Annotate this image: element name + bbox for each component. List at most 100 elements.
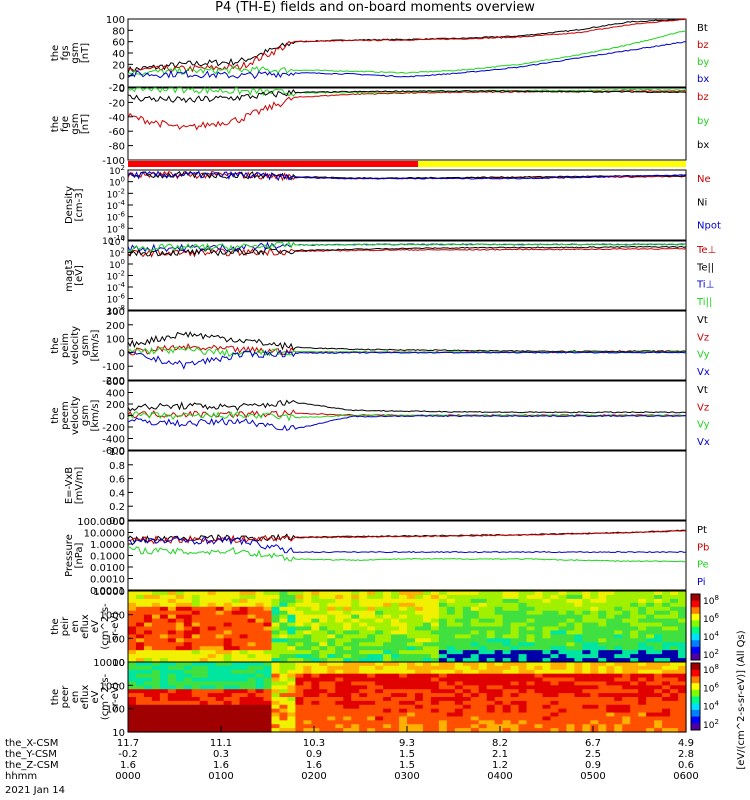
heatmap-cell — [438, 728, 448, 733]
heatmap-cell — [582, 720, 591, 725]
heatmap-cell — [231, 598, 241, 604]
heatmap-cell — [271, 606, 281, 612]
heatmap-cell — [255, 704, 265, 710]
heatmap-cell — [159, 598, 169, 604]
heatmap-cell — [143, 700, 153, 706]
heatmap-cell — [550, 712, 560, 718]
heatmap-cell — [542, 677, 552, 683]
heatmap-cell — [630, 630, 639, 635]
heatmap-cell — [383, 700, 392, 706]
heatmap-cell — [614, 654, 623, 659]
heatmap-cell — [678, 634, 687, 639]
heatmap-cell — [606, 700, 615, 706]
heatmap-cell — [566, 693, 575, 698]
heatmap-cell — [215, 724, 225, 729]
heatmap-cell — [167, 704, 177, 710]
heatmap-cell — [558, 650, 568, 655]
heatmap-cell — [582, 642, 591, 647]
heatmap-cell — [255, 708, 265, 714]
heatmap-cell — [518, 650, 528, 655]
heatmap-cell — [486, 689, 496, 694]
heatmap-cell — [662, 662, 671, 667]
heatmap-cell — [494, 634, 504, 639]
heatmap-cell — [359, 704, 368, 710]
heatmap-cell — [351, 614, 360, 620]
heatmap-cell — [215, 630, 225, 635]
heatmap-cell — [494, 654, 504, 659]
heatmap-cell — [343, 630, 352, 635]
heatmap-cell — [494, 618, 504, 624]
heatmap-cell — [614, 708, 623, 714]
heatmap-cell — [614, 697, 623, 702]
heatmap-cell — [287, 697, 296, 702]
heatmap-cell — [638, 669, 647, 675]
heatmap-cell — [662, 700, 671, 706]
heatmap-cell — [239, 598, 249, 604]
heatmap-cell — [128, 728, 137, 733]
heatmap-cell — [622, 614, 631, 620]
heatmap-cell — [191, 665, 201, 671]
heatmap-cell — [135, 673, 145, 679]
heatmap-cell — [566, 610, 575, 616]
heatmap-cell — [143, 618, 153, 624]
heatmap-cell — [128, 681, 137, 686]
heatmap-cell — [375, 591, 384, 596]
heatmap-cell — [351, 654, 360, 659]
heatmap-cell — [678, 693, 687, 698]
heatmap-cell — [446, 704, 456, 710]
heatmap-cell — [558, 712, 568, 718]
heatmap-cell — [670, 700, 679, 706]
heatmap-cell — [231, 665, 241, 671]
heatmap-cell — [351, 665, 360, 671]
heatmap-cell — [375, 716, 384, 721]
heatmap-cell — [191, 618, 201, 624]
heatmap-cell — [327, 693, 336, 698]
heatmap-cell — [351, 602, 360, 608]
heatmap-cell — [534, 598, 544, 604]
heatmap-cell — [263, 689, 273, 694]
heatmap-cell — [622, 598, 631, 604]
heatmap-cell — [518, 712, 528, 718]
heatmap-cell — [518, 654, 528, 659]
heatmap-cell — [239, 700, 249, 706]
heatmap-cell — [327, 646, 336, 651]
heatmap-cell — [199, 685, 209, 690]
heatmap-cell — [478, 650, 488, 655]
heatmap-cell — [239, 681, 249, 686]
heatmap-cell — [550, 654, 560, 659]
heatmap-cell — [239, 626, 249, 632]
heatmap-cell — [167, 720, 177, 725]
heatmap-cell — [279, 602, 289, 608]
heatmap-cell — [247, 602, 257, 608]
heatmap-cell — [191, 697, 201, 702]
heatmap-cell — [367, 724, 376, 729]
heatmap-cell — [335, 720, 344, 725]
heatmap-cell — [598, 658, 607, 663]
heatmap-cell — [502, 677, 512, 683]
heatmap-cell — [566, 700, 575, 706]
heatmap-cell — [167, 689, 177, 694]
panel-magt3 — [127, 240, 687, 311]
heatmap-cell — [470, 618, 480, 624]
heatmap-cell — [526, 712, 536, 718]
heatmap-cell — [582, 681, 591, 686]
heatmap-cell — [638, 610, 647, 616]
legend-bz: bz — [697, 92, 709, 103]
heatmap-cell — [414, 634, 424, 639]
heatmap-cell — [446, 685, 456, 690]
heatmap-cell — [399, 658, 408, 663]
heatmap-cell — [335, 681, 344, 686]
heatmap-cell — [558, 697, 568, 702]
heatmap-cell — [327, 720, 336, 725]
heatmap-cell — [279, 646, 289, 651]
heatmap-cell — [223, 658, 233, 663]
heatmap-cell — [638, 724, 647, 729]
heatmap-cell — [128, 626, 137, 632]
heatmap-cell — [582, 704, 591, 710]
heatmap-cell — [319, 704, 328, 710]
heatmap-cell — [335, 622, 344, 628]
heatmap-cell — [638, 626, 647, 632]
heatmap-cell — [359, 658, 368, 663]
heatmap-cell — [351, 708, 360, 714]
heatmap-cell — [295, 594, 304, 600]
